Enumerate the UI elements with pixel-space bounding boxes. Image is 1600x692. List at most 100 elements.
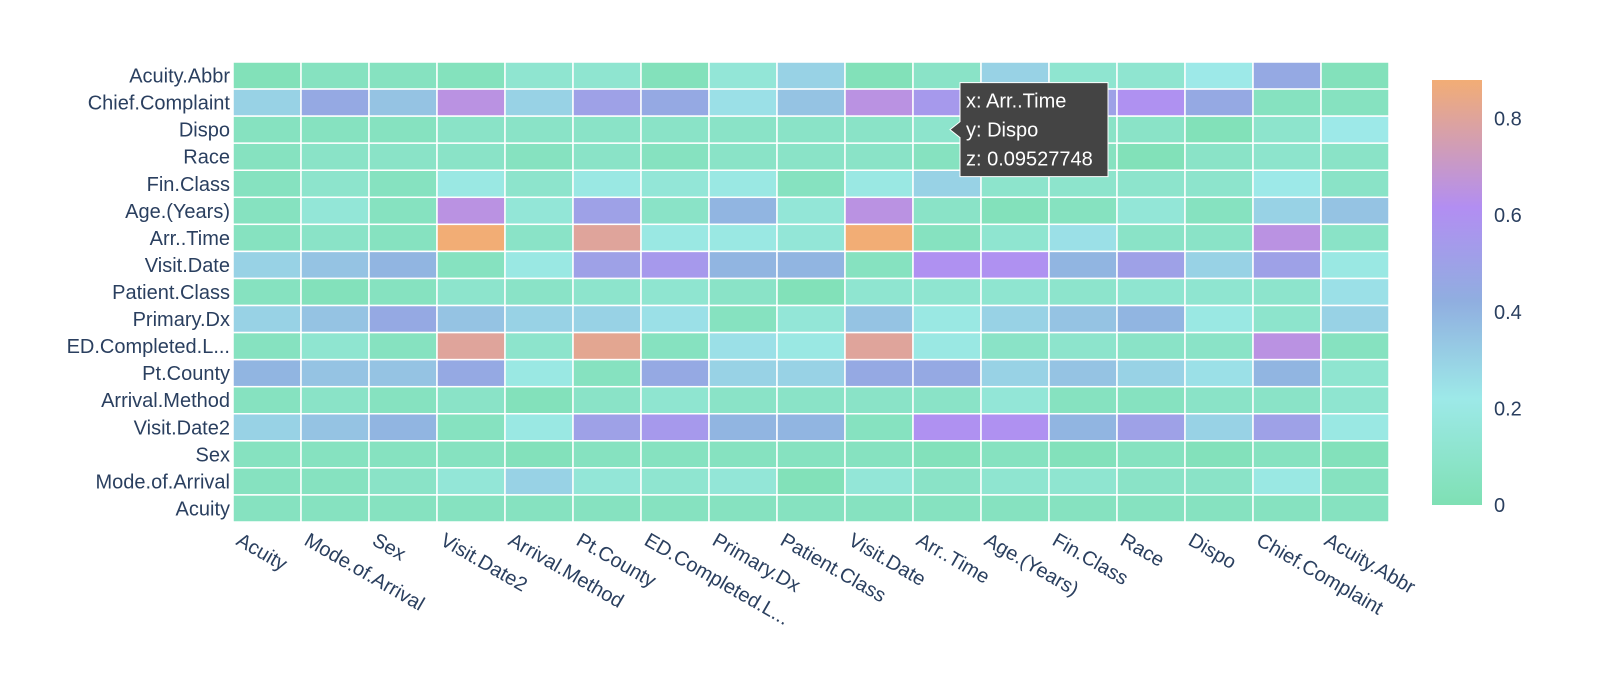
- heatmap-cell-patient-class-race[interactable]: [1116, 277, 1186, 307]
- heatmap-cell-primary-dx-patient-class[interactable]: [776, 304, 846, 334]
- heatmap-cell-arrival-method-mode-of-arrival[interactable]: [300, 385, 370, 415]
- heatmap-cell-sex-acuity[interactable]: [232, 440, 302, 469]
- heatmap-cell-chief-complaint-sex[interactable]: [368, 88, 438, 117]
- heatmap-cell-patient-class-chief-complaint[interactable]: [1252, 277, 1322, 307]
- heatmap-cell-visit-date2-patient-class[interactable]: [776, 413, 846, 442]
- heatmap-cell-fin-class-acuity[interactable]: [232, 169, 302, 199]
- heatmap-cell-pt-county-primary-dx[interactable]: [708, 358, 778, 388]
- heatmap-cell-acuity-abbr-pt-county[interactable]: [572, 61, 642, 90]
- heatmap-cell-visit-date-acuity[interactable]: [232, 250, 302, 280]
- heatmap-cell-race-mode-of-arrival[interactable]: [300, 142, 370, 171]
- heatmap-cell-sex-fin-class[interactable]: [1048, 440, 1118, 469]
- heatmap-cell-patient-class-mode-of-arrival[interactable]: [300, 277, 370, 307]
- heatmap-cell-arrival-method-arr-time[interactable]: [912, 385, 982, 415]
- heatmap-cell-dispo-primary-dx[interactable]: [708, 115, 778, 144]
- heatmap-cell-race-visit-date[interactable]: [844, 142, 914, 171]
- heatmap-cell-arr-time-acuity-abbr[interactable]: [1320, 223, 1390, 253]
- heatmap-cell-primary-dx-acuity[interactable]: [232, 304, 302, 334]
- heatmap-cell-acuity-acuity[interactable]: [232, 494, 302, 523]
- heatmap-cell-pt-county-dispo[interactable]: [1184, 358, 1254, 388]
- heatmap-cell-fin-class-pt-county[interactable]: [572, 169, 642, 199]
- heatmap-cell-pt-county-visit-date[interactable]: [844, 358, 914, 388]
- heatmap-cell-fin-class-race[interactable]: [1116, 169, 1186, 199]
- heatmap-cell-arrival-method-acuity[interactable]: [232, 385, 302, 415]
- heatmap-cell-acuity-arrival-method[interactable]: [504, 494, 574, 523]
- heatmap-cell-ed-completed-l-ed-completed-l[interactable]: [640, 331, 710, 361]
- heatmap-cell-ed-completed-l-mode-of-arrival[interactable]: [300, 331, 370, 361]
- heatmap-cell-arr-time-primary-dx[interactable]: [708, 223, 778, 253]
- heatmap-cell-visit-date2-race[interactable]: [1116, 413, 1186, 442]
- heatmap-cell-sex-arrival-method[interactable]: [504, 440, 574, 469]
- heatmap-cell-arrival-method-age-years[interactable]: [980, 385, 1050, 415]
- heatmap-cell-chief-complaint-acuity[interactable]: [232, 88, 302, 117]
- heatmap-cell-pt-county-chief-complaint[interactable]: [1252, 358, 1322, 388]
- heatmap-cell-acuity-abbr-chief-complaint[interactable]: [1252, 61, 1322, 90]
- heatmap-cell-sex-visit-date2[interactable]: [436, 440, 506, 469]
- heatmap-cell-visit-date2-visit-date[interactable]: [844, 413, 914, 442]
- heatmap-cell-visit-date2-acuity-abbr[interactable]: [1320, 413, 1390, 442]
- heatmap-cell-ed-completed-l-arr-time[interactable]: [912, 331, 982, 361]
- heatmap-cell-arrival-method-chief-complaint[interactable]: [1252, 385, 1322, 415]
- heatmap-cell-acuity-abbr-visit-date[interactable]: [844, 61, 914, 90]
- heatmap-cell-dispo-arrival-method[interactable]: [504, 115, 574, 144]
- heatmap-cell-visit-date-age-years[interactable]: [980, 250, 1050, 280]
- heatmap-cell-acuity-ed-completed-l[interactable]: [640, 494, 710, 523]
- heatmap-cell-mode-of-arrival-arrival-method[interactable]: [504, 467, 574, 496]
- heatmap-cell-race-pt-county[interactable]: [572, 142, 642, 171]
- heatmap-cell-mode-of-arrival-acuity-abbr[interactable]: [1320, 467, 1390, 496]
- heatmap-cell-primary-dx-dispo[interactable]: [1184, 304, 1254, 334]
- heatmap-cell-sex-ed-completed-l[interactable]: [640, 440, 710, 469]
- heatmap-cell-sex-sex[interactable]: [368, 440, 438, 469]
- heatmap-cell-chief-complaint-mode-of-arrival[interactable]: [300, 88, 370, 117]
- heatmap-cell-visit-date-primary-dx[interactable]: [708, 250, 778, 280]
- heatmap-cell-sex-pt-county[interactable]: [572, 440, 642, 469]
- heatmap-cell-dispo-ed-completed-l[interactable]: [640, 115, 710, 144]
- heatmap-cell-mode-of-arrival-primary-dx[interactable]: [708, 467, 778, 496]
- heatmap-cell-chief-complaint-acuity-abbr[interactable]: [1320, 88, 1390, 117]
- heatmap-cell-patient-class-arr-time[interactable]: [912, 277, 982, 307]
- heatmap-cell-pt-county-arrival-method[interactable]: [504, 358, 574, 388]
- heatmap-cell-arrival-method-patient-class[interactable]: [776, 385, 846, 415]
- heatmap-cell-sex-age-years[interactable]: [980, 440, 1050, 469]
- heatmap-cell-acuity-acuity-abbr[interactable]: [1320, 494, 1390, 523]
- heatmap-cell-age-years-dispo[interactable]: [1184, 196, 1254, 226]
- heatmap-cell-visit-date2-age-years[interactable]: [980, 413, 1050, 442]
- heatmap-cell-dispo-chief-complaint[interactable]: [1252, 115, 1322, 144]
- heatmap-cell-mode-of-arrival-arr-time[interactable]: [912, 467, 982, 496]
- heatmap-cell-primary-dx-visit-date2[interactable]: [436, 304, 506, 334]
- heatmap-cell-ed-completed-l-age-years[interactable]: [980, 331, 1050, 361]
- heatmap-cell-age-years-acuity[interactable]: [232, 196, 302, 226]
- heatmap-cell-mode-of-arrival-age-years[interactable]: [980, 467, 1050, 496]
- heatmap-cell-patient-class-fin-class[interactable]: [1048, 277, 1118, 307]
- heatmap-cell-fin-class-ed-completed-l[interactable]: [640, 169, 710, 199]
- heatmap-cell-dispo-pt-county[interactable]: [572, 115, 642, 144]
- heatmap-cell-acuity-abbr-patient-class[interactable]: [776, 61, 846, 90]
- heatmap-cell-visit-date2-primary-dx[interactable]: [708, 413, 778, 442]
- heatmap-cell-age-years-arr-time[interactable]: [912, 196, 982, 226]
- heatmap-cell-visit-date-fin-class[interactable]: [1048, 250, 1118, 280]
- heatmap-cell-fin-class-chief-complaint[interactable]: [1252, 169, 1322, 199]
- heatmap-cell-primary-dx-arrival-method[interactable]: [504, 304, 574, 334]
- heatmap-cell-arr-time-patient-class[interactable]: [776, 223, 846, 253]
- heatmap-cell-visit-date-dispo[interactable]: [1184, 250, 1254, 280]
- heatmap-cell-fin-class-dispo[interactable]: [1184, 169, 1254, 199]
- heatmap-cell-arr-time-arrival-method[interactable]: [504, 223, 574, 253]
- heatmap-cell-mode-of-arrival-pt-county[interactable]: [572, 467, 642, 496]
- heatmap-cell-chief-complaint-patient-class[interactable]: [776, 88, 846, 117]
- heatmap-cell-acuity-abbr-acuity-abbr[interactable]: [1320, 61, 1390, 90]
- heatmap-cell-acuity-visit-date2[interactable]: [436, 494, 506, 523]
- heatmap-cell-ed-completed-l-sex[interactable]: [368, 331, 438, 361]
- heatmap-cell-arr-time-pt-county[interactable]: [572, 223, 642, 253]
- heatmap-cell-acuity-fin-class[interactable]: [1048, 494, 1118, 523]
- heatmap-cell-acuity-arr-time[interactable]: [912, 494, 982, 523]
- heatmap-cell-ed-completed-l-primary-dx[interactable]: [708, 331, 778, 361]
- heatmap-cell-pt-county-visit-date2[interactable]: [436, 358, 506, 388]
- heatmap-cell-patient-class-patient-class[interactable]: [776, 277, 846, 307]
- heatmap-cell-arr-time-visit-date2[interactable]: [436, 223, 506, 253]
- heatmap-cell-sex-patient-class[interactable]: [776, 440, 846, 469]
- heatmap-cell-chief-complaint-race[interactable]: [1116, 88, 1186, 117]
- heatmap-cell-acuity-patient-class[interactable]: [776, 494, 846, 523]
- heatmap-cell-fin-class-patient-class[interactable]: [776, 169, 846, 199]
- heatmap-cell-dispo-acuity-abbr[interactable]: [1320, 115, 1390, 144]
- heatmap-cell-arrival-method-visit-date2[interactable]: [436, 385, 506, 415]
